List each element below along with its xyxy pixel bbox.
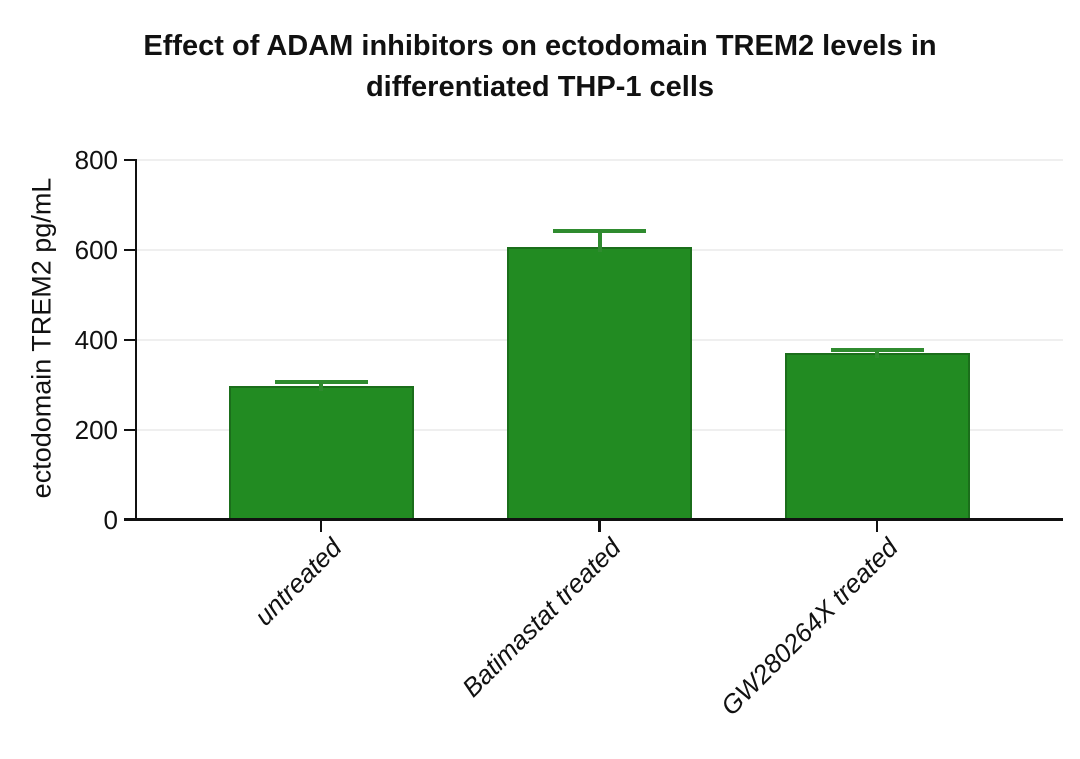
error-bar-cap <box>274 380 368 385</box>
bar <box>784 353 970 521</box>
error-bar-stem <box>597 231 602 252</box>
x-tick-label: Batimastat treated <box>455 531 627 703</box>
x-tick-label: untreated <box>248 531 348 631</box>
chart-title: Effect of ADAM inhibitors on ectodomain … <box>143 30 937 103</box>
error-bar-stem <box>875 349 879 359</box>
error-bar-cap <box>830 347 924 352</box>
y-axis-tick <box>123 338 135 341</box>
y-axis-tick <box>123 248 135 251</box>
bar <box>228 386 414 521</box>
x-axis-tick <box>875 520 879 532</box>
error-bar-cap <box>553 229 646 234</box>
x-tick-label: GW280264X treated <box>714 531 904 721</box>
y-tick-label: 800 <box>74 145 118 175</box>
error-bar-stem <box>319 382 323 392</box>
y-axis-tick <box>123 428 135 431</box>
gridline <box>134 159 1063 161</box>
y-axis-tick <box>123 158 135 162</box>
y-tick-label: 600 <box>74 234 118 265</box>
y-tick-label: 400 <box>74 324 118 355</box>
y-tick-label: 0 <box>103 504 118 535</box>
y-axis-tick <box>123 518 135 521</box>
x-axis-tick <box>598 520 601 532</box>
x-axis-line <box>134 518 1063 521</box>
bar <box>507 246 692 521</box>
x-axis-tick <box>319 520 323 532</box>
y-axis-line <box>134 158 137 521</box>
y-tick-label: 200 <box>74 414 118 445</box>
